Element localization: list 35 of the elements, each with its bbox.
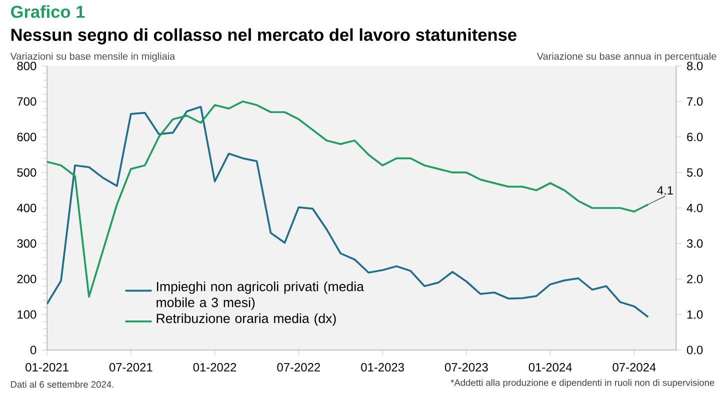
legend-label: Impieghi non agricoli privati (media mobile a 3 mesi) xyxy=(156,281,364,310)
y-tick-label: 700 xyxy=(17,97,36,106)
y-tick-label: 500 xyxy=(17,168,36,177)
y2-tick-label: 7.0 xyxy=(687,97,703,106)
y-tick-label: 100 xyxy=(18,310,36,319)
x-tick-label: 01-2022 xyxy=(193,363,236,372)
y-tick-label: 800 xyxy=(17,62,36,70)
annotation: 4.1 xyxy=(657,186,673,195)
x-tick-label: 07-2023 xyxy=(444,363,488,372)
x-tick-label: 07-2021 xyxy=(109,363,152,372)
x-tick-label: 07-2024 xyxy=(612,363,656,372)
y2-tick-label: 0.0 xyxy=(686,346,703,354)
y2-tick-label: 6.0 xyxy=(687,132,703,142)
y-tick-label: 400 xyxy=(16,204,36,212)
x-tick-label: 01-2021 xyxy=(26,363,68,372)
y2-tick-label: 1.0 xyxy=(687,310,703,319)
x-tick-label: 01-2024 xyxy=(528,363,572,372)
y2-tick-label: 8.0 xyxy=(687,62,703,70)
y-tick-label: 0 xyxy=(30,346,36,354)
text: *Addetti alla produzione e dipendenti in ruoli non di supervisione xyxy=(450,379,714,388)
chart-title: Grafico 1 xyxy=(10,5,85,18)
y-tick-label: 600 xyxy=(17,132,36,142)
y-tick-label: 300 xyxy=(17,239,36,248)
text: Dati al 6 settembre 2024. xyxy=(11,380,114,388)
y2-tick-label: 2.0 xyxy=(687,274,703,284)
x-tick-label: 07-2022 xyxy=(277,363,320,372)
y-tick-label: 200 xyxy=(17,274,36,284)
y2-tick-label: 3.0 xyxy=(686,239,703,248)
x-tick-label: 01-2023 xyxy=(361,363,404,372)
chart-subtitle: Nessun segno di collasso nel mercato del lavoro statunitense xyxy=(11,28,516,44)
y2-axis-title: Variazione su base annua in percentuale xyxy=(536,52,716,62)
y-axis-title: Variazioni su base mensile in migliaia xyxy=(10,52,176,62)
legend-label: Retribuzione oraria media (dx) xyxy=(156,313,336,326)
y2-tick-label: 4.0 xyxy=(686,204,703,212)
y2-tick-label: 5.0 xyxy=(686,168,703,177)
